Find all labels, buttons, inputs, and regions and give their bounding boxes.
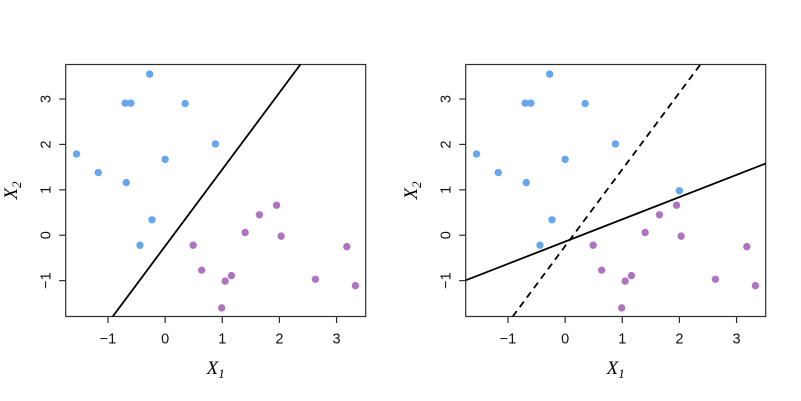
data-point-purple-class [711,275,720,283]
x-axis-label: X1 [206,358,225,381]
data-point-purple-class [221,277,229,285]
y-axis-tick-label: 1 [439,186,455,194]
data-point-blue-class [122,178,130,187]
data-point-purple-class [218,304,226,312]
x-axis-label: X1 [606,358,625,381]
y-axis-label: X2 [401,181,424,201]
data-point-blue-class [527,99,535,107]
y-axis-tick-label: −1 [439,272,455,289]
data-point-blue-class [675,187,684,195]
x-axis-tick-label: −1 [500,332,517,348]
data-point-blue-class [494,168,502,177]
y-axis-tick-label: 1 [39,186,55,194]
data-point-blue-class [611,140,620,148]
data-point-purple-class [621,277,629,285]
data-point-purple-class [343,242,351,251]
data-point-blue-class [136,241,144,249]
left-scatter-plot: −1 0 1 2 3 −1 0 1 2 3 X1 X2 [0,0,400,401]
data-point-blue-class [546,70,554,78]
y-axis-tick-label: 3 [439,95,455,103]
data-point-blue-class [536,241,544,249]
data-point-blue-class [94,168,102,177]
x-axis-tick-label: −1 [100,332,117,348]
data-point-purple-class [598,266,606,274]
data-point-blue-class [146,70,154,78]
data-point-blue-class [72,150,81,158]
x-axis-tick-label: 0 [561,332,569,348]
data-point-purple-class [641,228,649,237]
data-point-blue-class [181,99,189,108]
y-axis-label: X2 [1,181,24,201]
data-point-purple-class [677,232,685,240]
data-point-purple-class [227,271,236,280]
new-separating-hyperplane-solid [465,162,767,282]
data-point-purple-class [198,266,206,274]
data-point-purple-class [618,304,626,312]
data-point-purple-class [589,241,597,249]
data-point-blue-class [561,155,569,164]
data-point-purple-class [351,281,360,290]
y-axis-tick-label: 0 [39,231,55,239]
data-point-purple-class [277,232,285,240]
data-point-blue-class [121,99,129,107]
data-point-purple-class [672,201,681,209]
data-point-purple-class [189,241,197,249]
data-point-purple-class [272,201,281,209]
data-point-blue-class [472,150,481,158]
x-axis-tick-label: 0 [161,332,169,348]
y-axis-tick-label: 0 [439,231,455,239]
data-point-purple-class [241,228,249,237]
data-point-blue-class [548,216,556,224]
separating-hyperplane-solid [111,63,302,318]
right_panel-svg: −1 0 1 2 3 −1 0 1 2 3 X1 X2 [401,63,767,381]
data-point-purple-class [751,281,760,290]
old-separating-hyperplane-dashed [511,63,702,318]
data-point-blue-class [522,178,530,187]
x-axis-tick-label: 2 [675,332,683,348]
x-axis-tick-label: 1 [218,332,226,348]
data-point-blue-class [211,140,220,148]
data-point-purple-class [311,275,320,283]
plot-box [65,63,367,318]
x-axis-tick-label: 3 [333,332,341,348]
data-point-purple-class [255,211,264,219]
data-point-purple-class [627,271,636,280]
left_panel-svg: −1 0 1 2 3 −1 0 1 2 3 X1 X2 [1,63,367,381]
x-axis-tick-label: 3 [733,332,741,348]
x-axis-tick-label: 1 [618,332,626,348]
x-axis-tick-label: 2 [275,332,283,348]
right-scatter-plot: −1 0 1 2 3 −1 0 1 2 3 X1 X2 [400,0,800,401]
plot-box [465,63,767,318]
y-axis-tick-label: 3 [39,95,55,103]
data-point-blue-class [161,155,169,164]
data-point-purple-class [743,242,751,251]
data-point-blue-class [127,99,135,107]
data-point-blue-class [148,216,156,224]
data-point-blue-class [581,99,589,108]
y-axis-tick-label: −1 [39,272,55,289]
y-axis-tick-label: 2 [439,140,455,148]
data-point-blue-class [521,99,529,107]
y-axis-tick-label: 2 [39,140,55,148]
data-point-purple-class [655,211,664,219]
